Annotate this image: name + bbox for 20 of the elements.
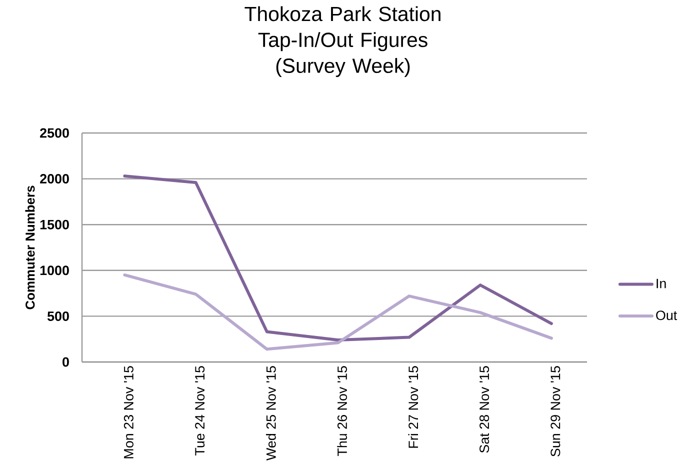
y-tick-label: 0 [62, 357, 69, 367]
line-series [123, 174, 553, 342]
y-tick-label: 2500 [40, 128, 69, 138]
y-tick-label: 2000 [40, 174, 69, 184]
x-tick-label: Sat 28 Nov '15 [480, 366, 490, 453]
x-tick-label: Mon 23 Nov '15 [124, 366, 134, 458]
line-series [123, 273, 553, 351]
x-tick-label: Fri 27 Nov '15 [408, 366, 418, 448]
x-tick-label: Thu 26 Nov '15 [337, 366, 347, 456]
chart-title: Thokoza Park Station Tap-In/Out Figures [244, 6, 440, 52]
y-tick-label: 1000 [40, 266, 69, 276]
y-axis-title: Commuter Numbers [25, 186, 35, 310]
x-tick-label: Sun 29 Nov '15 [550, 366, 560, 456]
y-tick-label: 500 [47, 311, 69, 321]
legend-label: Out [656, 310, 678, 320]
y-tick-label: 1500 [40, 220, 69, 230]
chart-subtitle: (Survey Week) [276, 58, 410, 78]
x-tick-label: Wed 25 Nov '15 [266, 366, 276, 460]
legend-label: In [656, 278, 666, 288]
x-tick-label: Tue 24 Nov '15 [195, 366, 205, 456]
